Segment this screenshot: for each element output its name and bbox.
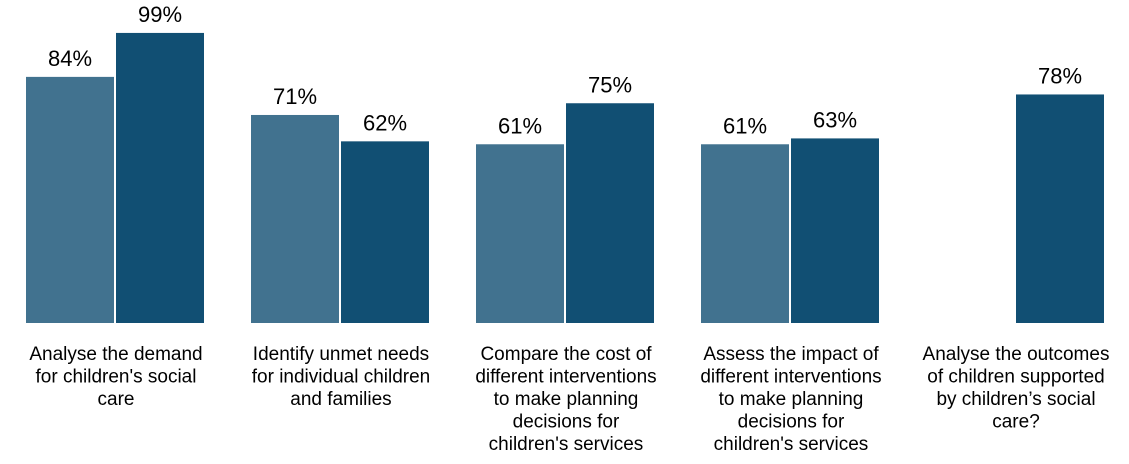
data-label-series-1-category-1: 84%	[48, 46, 92, 71]
category-label-4: Assess the impact of different interventi…	[700, 344, 881, 455]
bar-series-1-category-3	[476, 144, 564, 323]
category-label-3: Compare the cost of different interventio…	[475, 344, 656, 455]
category-label-line: of children supported	[927, 367, 1104, 388]
data-label-series-2-category-2: 62%	[363, 110, 407, 135]
data-label-series-2-category-3: 75%	[588, 72, 632, 97]
bar-series-1-category-4	[701, 144, 789, 323]
category-label-line: care	[98, 389, 135, 410]
category-label-line: Analyse the demand	[29, 344, 202, 365]
category-label-line: Compare the cost of	[480, 344, 652, 365]
bar-series-2-category-3	[566, 103, 654, 323]
bar-series-1-category-2	[251, 114, 339, 323]
category-label-line: to make planning	[494, 389, 639, 410]
bar-series-2-category-5	[1016, 94, 1104, 324]
category-label-5: Analyse the outcomes of children supporte…	[923, 344, 1110, 433]
category-labels-group: Analyse the demand for children's social c…	[29, 344, 1109, 455]
bar-series-2-category-2	[341, 141, 429, 323]
data-labels-group: 84% 71% 61% 61% 99% 62% 75% 63% 78%	[48, 2, 1082, 138]
category-label-line: care?	[992, 412, 1040, 433]
category-label-line: and families	[290, 389, 391, 410]
category-label-line: by children’s social	[936, 389, 1095, 410]
data-label-series-2-category-4: 63%	[813, 107, 857, 132]
category-label-line: for individual children	[252, 367, 431, 388]
category-label-line: Assess the impact of	[703, 344, 879, 365]
bar-series-2-category-4	[791, 138, 879, 323]
category-label-line: children's services	[489, 434, 644, 455]
category-label-line: different interventions	[700, 367, 881, 388]
bar-series-2-category-1	[116, 32, 204, 324]
category-label-line: children's services	[714, 434, 869, 455]
category-label-line: different interventions	[475, 367, 656, 388]
category-label-line: decisions for	[738, 412, 845, 433]
data-label-series-1-category-4: 61%	[723, 113, 767, 138]
category-label-line: for children's social	[36, 367, 197, 388]
category-label-line: Identify unmet needs	[253, 344, 429, 365]
data-label-series-1-category-2: 71%	[273, 84, 317, 109]
category-label-1: Analyse the demand for children's social c…	[29, 344, 202, 410]
category-label-line: Analyse the outcomes	[923, 344, 1110, 365]
bars-group	[26, 32, 1104, 324]
data-label-series-1-category-3: 61%	[498, 113, 542, 138]
category-label-2: Identify unmet needs for individual child…	[252, 344, 431, 410]
category-label-line: to make planning	[719, 389, 864, 410]
data-label-series-2-category-1: 99%	[138, 2, 182, 27]
bar-series-1-category-1	[26, 76, 114, 323]
category-label-line: decisions for	[513, 412, 620, 433]
data-label-series-2-category-5: 78%	[1038, 63, 1082, 88]
